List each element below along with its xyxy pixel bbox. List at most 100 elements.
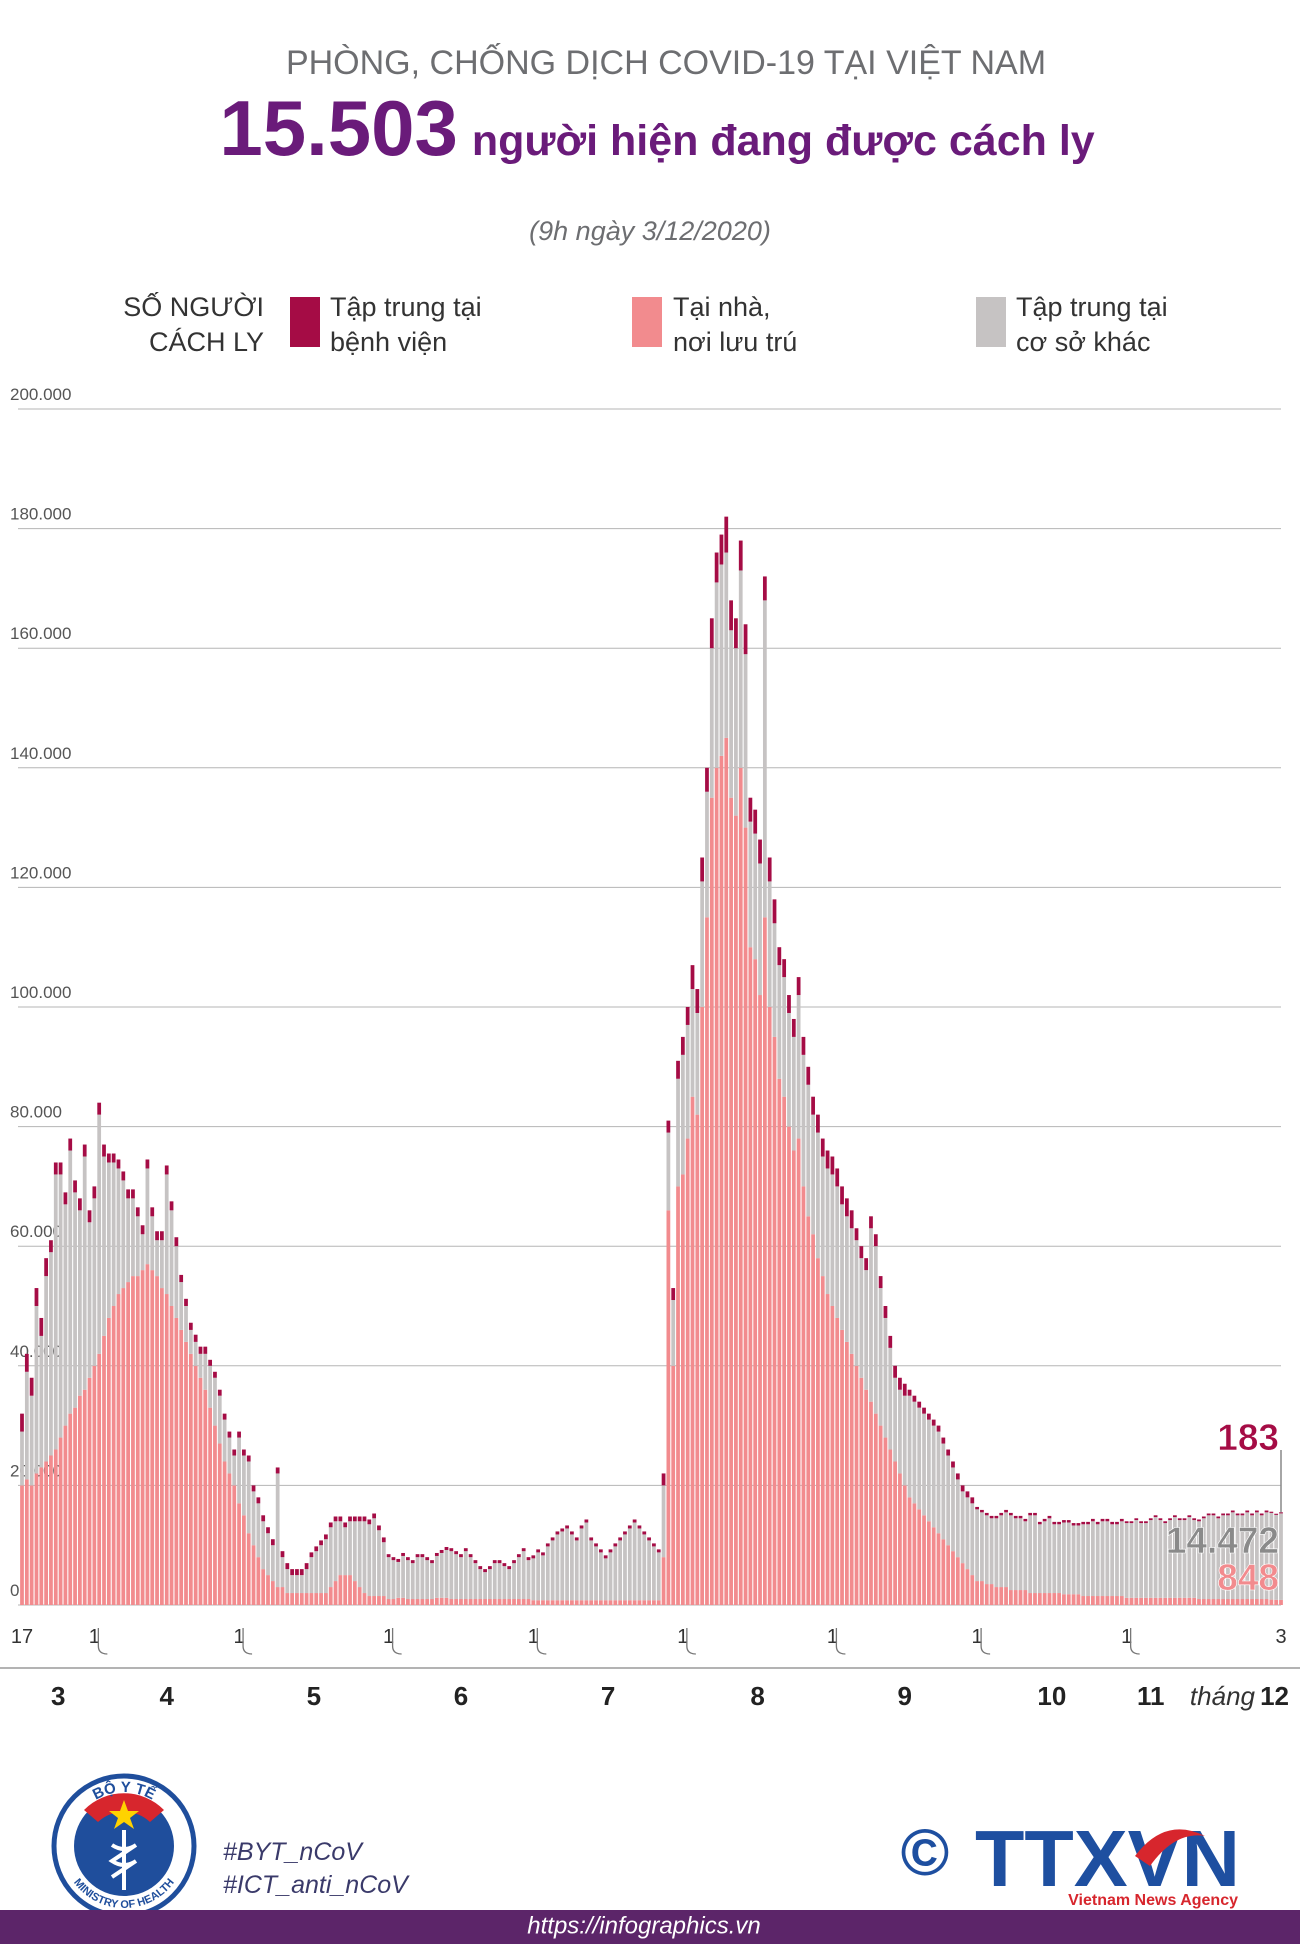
bar-segment xyxy=(893,1377,897,1462)
bar-segment xyxy=(1086,1524,1090,1597)
bar-segment xyxy=(642,1531,647,1535)
bar-segment xyxy=(743,654,748,828)
bar-segment xyxy=(145,1264,150,1605)
bar-segment xyxy=(878,1425,883,1605)
bar-segment xyxy=(150,1207,155,1217)
bar-segment xyxy=(309,1593,314,1605)
bar-segment xyxy=(541,1552,545,1556)
bar-segment xyxy=(116,1168,121,1295)
bar-segment xyxy=(1115,1524,1119,1597)
bar-segment xyxy=(555,1534,560,1601)
bar-segment xyxy=(560,1531,565,1601)
bar-segment xyxy=(999,1587,1004,1605)
bar-segment xyxy=(1110,1596,1115,1605)
bar-segment xyxy=(984,1515,989,1585)
bar-segment xyxy=(193,1341,198,1366)
bar-segment xyxy=(261,1521,266,1570)
bar-segment xyxy=(854,1228,859,1241)
bar-segment xyxy=(570,1534,574,1601)
bar-segment xyxy=(483,1599,487,1605)
bar-segment xyxy=(193,1365,198,1605)
bar-segment xyxy=(1023,1521,1028,1591)
bar-segment xyxy=(999,1515,1004,1588)
bar-segment xyxy=(468,1557,473,1600)
bar-segment xyxy=(232,1485,237,1605)
bar-segment xyxy=(869,1216,873,1229)
bar-segment xyxy=(955,1473,960,1480)
bar-segment xyxy=(550,1540,555,1601)
bar-segment xyxy=(782,977,787,1097)
bar-segment xyxy=(738,540,743,571)
bar-segment xyxy=(1158,1520,1163,1598)
bar-segment xyxy=(217,1443,222,1605)
bar-segment xyxy=(975,1581,979,1605)
bar-segment xyxy=(1110,1521,1115,1525)
title: 15.503 người hiện đang được cách ly xyxy=(219,84,1094,172)
bar-segment xyxy=(434,1597,439,1605)
y-axis-label: SỐ NGƯỜI CÁCH LY xyxy=(123,292,264,357)
bar-segment xyxy=(434,1555,439,1598)
bar-segment xyxy=(849,1210,854,1229)
bar-segment xyxy=(1279,1513,1283,1600)
bar-segment xyxy=(994,1587,999,1605)
bar-segment xyxy=(1250,1599,1254,1605)
bar-segment xyxy=(213,1425,217,1605)
bar-segment xyxy=(285,1569,290,1594)
bar-segment xyxy=(1139,1523,1143,1598)
bar-segment xyxy=(174,1317,179,1605)
bar-segment xyxy=(695,989,700,1013)
bar-segment xyxy=(1028,1593,1033,1605)
bar-segment xyxy=(82,1389,87,1605)
bar-segment xyxy=(898,1473,902,1605)
bar-segment xyxy=(164,1165,169,1175)
bar-segment xyxy=(29,1377,34,1396)
bar-segment xyxy=(1124,1521,1129,1524)
bar-segment xyxy=(738,767,743,1605)
bar-segment xyxy=(603,1600,608,1605)
bar-segment xyxy=(1115,1521,1119,1525)
bar-segment xyxy=(893,1461,897,1605)
agency-swoosh xyxy=(1135,1829,1205,1866)
bar-segment xyxy=(859,1377,864,1605)
bar-segment xyxy=(256,1503,261,1558)
bar-segment xyxy=(39,1467,44,1605)
bar-segment xyxy=(222,1413,227,1420)
bar-segment xyxy=(251,1491,256,1546)
bar-segment xyxy=(782,1096,787,1605)
bar-segment xyxy=(598,1600,603,1605)
bar-segment xyxy=(1211,1513,1216,1516)
bar-segment xyxy=(217,1389,222,1396)
bar-segment xyxy=(1047,1515,1052,1519)
bar-segment xyxy=(174,1246,179,1318)
end-label: 14.472 xyxy=(1166,1520,1279,1561)
bar-segment xyxy=(430,1599,434,1605)
bar-segment xyxy=(1018,1515,1023,1519)
bar-segment xyxy=(762,600,767,918)
y-tick-label: 0 xyxy=(10,1581,19,1600)
bar-segment xyxy=(478,1569,483,1600)
bar-segment xyxy=(589,1540,594,1601)
bar-segment xyxy=(531,1558,536,1601)
bar-segment xyxy=(912,1401,917,1504)
bar-segment xyxy=(430,1563,434,1600)
bar-segment xyxy=(1240,1599,1245,1605)
bar-segment xyxy=(598,1552,603,1601)
legend-swatch xyxy=(290,297,320,347)
bar-segment xyxy=(787,995,791,1013)
bar-segment xyxy=(449,1599,454,1605)
bar-segment xyxy=(217,1395,222,1444)
bar-segment xyxy=(680,1054,685,1175)
bar-segment xyxy=(92,1198,97,1366)
bar-segment xyxy=(256,1497,261,1504)
bar-segment xyxy=(623,1531,627,1535)
bar-segment xyxy=(140,1234,145,1271)
bar-segment xyxy=(463,1551,468,1600)
bar-segment xyxy=(1090,1596,1095,1605)
bar-segment xyxy=(1119,1521,1124,1597)
bar-segment xyxy=(632,1519,637,1523)
bar-segment xyxy=(753,809,758,834)
bar-segment xyxy=(338,1575,343,1605)
bar-segment xyxy=(145,1159,150,1169)
bar-segment xyxy=(1255,1599,1259,1605)
bar-segment xyxy=(483,1572,487,1600)
